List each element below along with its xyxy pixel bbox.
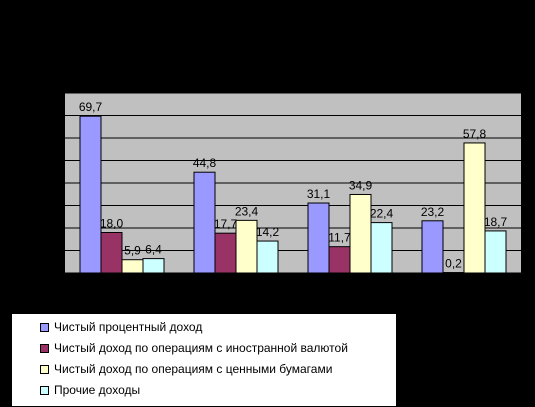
data-label: 11,7 [328, 231, 351, 245]
legend-swatch [40, 385, 49, 395]
bar-series-2 [328, 246, 351, 274]
data-label: 18,7 [484, 215, 508, 229]
legend-item: Чистый доход по операциям с ценными бума… [40, 361, 332, 377]
bar-series-4 [256, 240, 279, 274]
bar-series-2 [214, 232, 237, 274]
data-label: 57,8 [463, 127, 487, 141]
legend-label: Чистый процентный доход [54, 320, 203, 334]
legend-label: Чистый доход по операциям с иностранной … [54, 341, 348, 355]
data-label: 31,1 [307, 187, 331, 201]
data-label: 22,4 [370, 207, 394, 221]
bar-series-4 [370, 222, 393, 274]
bar-series-3 [463, 142, 486, 274]
data-label: 5,9 [124, 244, 141, 258]
bar-series-1 [79, 115, 102, 274]
data-label: 14,2 [256, 225, 280, 239]
legend-swatch [40, 322, 49, 332]
data-labels: 69,7 44,8 31,1 23,2 18,0 17,7 11,7 0,2 5,9 23,4 34… [79, 100, 508, 270]
data-label: 0,2 [445, 257, 462, 271]
data-label: 6,4 [145, 243, 162, 257]
bar-series-3 [349, 193, 372, 274]
bar-series-1 [193, 171, 216, 274]
legend-item: Прочие доходы [40, 382, 140, 398]
gridlines [65, 92, 521, 251]
legend: Чистый процентный доход Чистый доход по … [12, 314, 396, 406]
data-label: 23,2 [421, 205, 445, 219]
legend-label: Прочие доходы [54, 383, 141, 397]
data-label: 18,0 [100, 217, 124, 231]
data-label: 69,7 [79, 100, 103, 114]
legend-item: Чистый процентный доход [40, 319, 202, 335]
bar-series-3 [121, 259, 144, 274]
bar-series-1 [421, 220, 444, 274]
bar-series-2 [100, 232, 123, 274]
bar-series-4 [484, 230, 507, 274]
legend-swatch [40, 364, 49, 374]
legend-label: Чистый доход по операциям с ценными бума… [54, 362, 333, 376]
bar-series-3 [235, 219, 258, 274]
data-label: 34,9 [349, 178, 373, 192]
bar-series-4 [142, 258, 165, 274]
data-label: 17,7 [214, 217, 238, 231]
legend-swatch [40, 343, 49, 353]
data-label: 23,4 [235, 204, 259, 218]
bar-series-1 [307, 202, 330, 274]
legend-item: Чистый доход по операциям с иностранной … [40, 340, 348, 356]
data-label: 44,8 [193, 156, 217, 170]
